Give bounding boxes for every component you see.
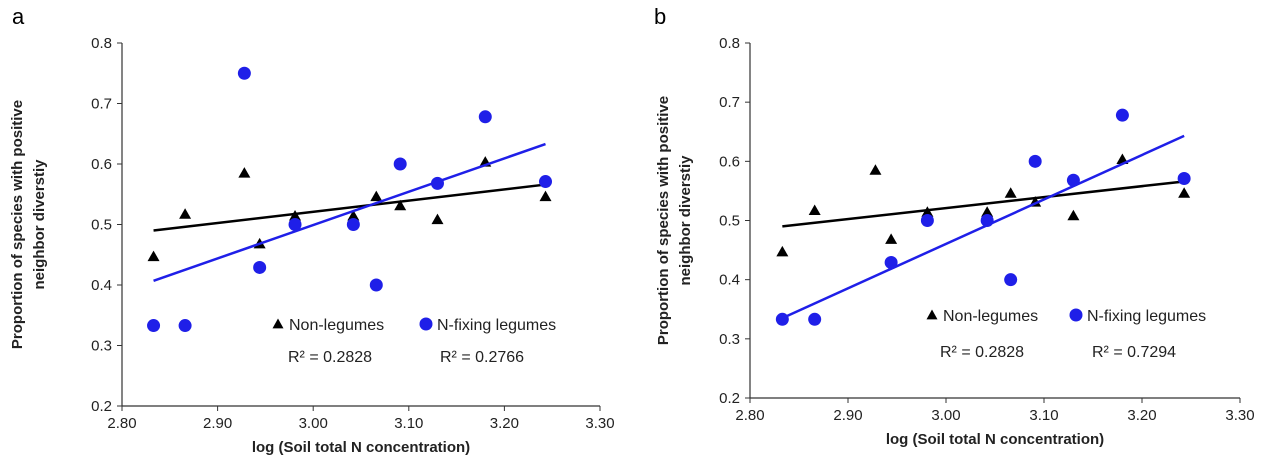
data-point-n-fixing-legumes (884, 256, 898, 270)
data-point-non-legumes (347, 210, 360, 221)
x-tick-label: 2.80 (107, 415, 136, 432)
y-tick-label: 0.4 (91, 277, 112, 294)
data-point-n-fixing-legumes (253, 260, 267, 274)
panel-label: b (654, 4, 666, 29)
x-axis-title: log (Soil total N concentration) (252, 439, 470, 456)
y-tick-label: 0.3 (91, 338, 112, 355)
r2-n-fixing-legumes: R² = 0.7294 (1092, 344, 1176, 361)
trendline-n-fixing-legumes (153, 142, 546, 282)
data-point-non-legumes (289, 210, 302, 221)
legend-circle-icon (1069, 308, 1083, 322)
data-point-n-fixing-legumes (369, 278, 383, 292)
data-point-non-legumes (238, 167, 251, 178)
legend-label-n-fixing-legumes: N-fixing legumes (437, 317, 556, 334)
data-point-non-legumes (1004, 187, 1017, 198)
legend-triangle-icon (926, 309, 938, 320)
x-tick-label: 2.90 (833, 407, 862, 424)
data-point-n-fixing-legumes (346, 218, 360, 231)
data-point-non-legumes (981, 206, 994, 217)
data-point-n-fixing-legumes (237, 66, 251, 80)
x-axis-title: log (Soil total N concentration) (886, 431, 1104, 448)
data-point-n-fixing-legumes (808, 312, 822, 326)
panel-label: a (12, 4, 25, 29)
legend-label-n-fixing-legumes: N-fixing legumes (1087, 308, 1206, 325)
y-tick-label: 0.6 (91, 156, 112, 173)
data-point-n-fixing-legumes (1004, 273, 1018, 287)
data-point-n-fixing-legumes (1066, 173, 1080, 187)
data-point-non-legumes (179, 208, 192, 219)
data-point-n-fixing-legumes (478, 110, 492, 124)
data-point-n-fixing-legumes (1028, 154, 1042, 168)
y-axis-title-line1: Proportion of species with positive (9, 100, 26, 349)
legend-triangle-icon (272, 318, 284, 329)
data-point-non-legumes (370, 190, 383, 202)
r2-n-fixing-legumes: R² = 0.2766 (440, 349, 524, 366)
y-tick-label: 0.2 (91, 398, 112, 415)
legend-label-non-legumes: Non-legumes (289, 317, 384, 334)
y-tick-label: 0.5 (719, 213, 740, 230)
x-tick-label: 3.20 (490, 415, 519, 432)
x-tick-label: 3.00 (299, 415, 328, 432)
data-point-n-fixing-legumes (147, 319, 161, 333)
x-tick-label: 3.10 (394, 415, 423, 432)
x-tick-label: 2.90 (203, 415, 232, 432)
data-point-n-fixing-legumes (288, 218, 302, 231)
y-tick-label: 0.7 (91, 96, 112, 113)
r2-non-legumes: R² = 0.2828 (940, 344, 1024, 361)
legend-label-non-legumes: Non-legumes (943, 308, 1038, 325)
trendline-non-legumes (153, 183, 546, 232)
data-point-n-fixing-legumes (1115, 108, 1129, 122)
data-point-non-legumes (808, 204, 821, 215)
data-point-non-legumes (1067, 209, 1080, 221)
y-tick-label: 0.6 (719, 153, 740, 170)
y-tick-label: 0.3 (719, 331, 740, 348)
data-point-n-fixing-legumes (1177, 171, 1191, 185)
data-point-n-fixing-legumes (393, 157, 407, 171)
legend-circle-icon (419, 317, 433, 331)
r2-non-legumes: R² = 0.2828 (288, 349, 372, 366)
y-tick-label: 0.4 (719, 272, 740, 289)
data-point-n-fixing-legumes (178, 319, 192, 333)
data-point-n-fixing-legumes (980, 214, 994, 227)
x-tick-label: 2.80 (735, 407, 764, 424)
x-tick-label: 3.10 (1029, 407, 1058, 424)
y-tick-label: 0.8 (719, 35, 740, 52)
trendline-n-fixing-legumes (781, 134, 1185, 320)
data-point-n-fixing-legumes (920, 214, 934, 227)
data-point-n-fixing-legumes (539, 175, 553, 189)
y-axis-title-line2: neighbor diverstiy (31, 159, 48, 290)
data-point-n-fixing-legumes (430, 176, 444, 190)
y-tick-label: 0.2 (719, 390, 740, 407)
y-tick-label: 0.5 (91, 217, 112, 234)
data-point-non-legumes (431, 213, 444, 225)
x-tick-label: 3.00 (931, 407, 960, 424)
data-point-non-legumes (869, 164, 882, 175)
data-point-non-legumes (921, 206, 934, 217)
y-tick-label: 0.8 (91, 35, 112, 52)
y-axis-title-line2: neighbor diverstiy (677, 155, 694, 286)
data-point-non-legumes (394, 199, 407, 211)
data-point-n-fixing-legumes (775, 312, 789, 326)
x-tick-label: 3.30 (1225, 407, 1254, 424)
data-point-non-legumes (1178, 187, 1191, 198)
data-point-non-legumes (539, 190, 552, 202)
y-tick-label: 0.7 (719, 94, 740, 111)
data-point-non-legumes (776, 245, 789, 257)
data-point-non-legumes (885, 233, 898, 244)
x-tick-label: 3.20 (1127, 407, 1156, 424)
data-point-non-legumes (147, 250, 160, 262)
x-tick-label: 3.30 (585, 415, 614, 432)
y-axis-title-line1: Proportion of species with positive (655, 96, 672, 345)
trendline-non-legumes (782, 180, 1185, 228)
